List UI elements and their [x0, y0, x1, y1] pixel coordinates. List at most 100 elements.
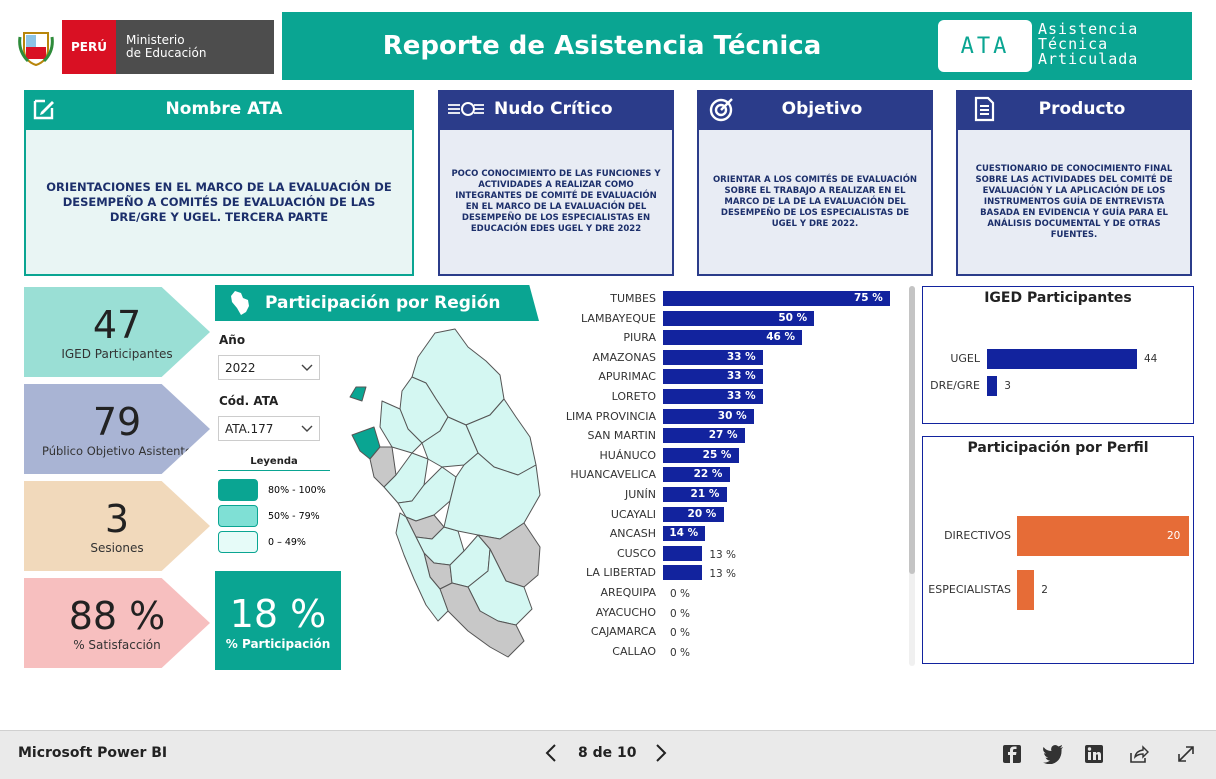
region-bar [663, 447, 739, 463]
participacion-card: 18 % % Participación [215, 571, 341, 670]
card-nombre-title: Nombre ATA [165, 99, 283, 119]
expand-icon[interactable] [1176, 744, 1196, 768]
iged-panel-title: IGED Participantes [984, 290, 1132, 306]
region-bar [663, 291, 890, 306]
region-value-label: 13 % [709, 568, 737, 581]
region-bar [663, 408, 754, 424]
card-objetivo-header: Objetivo [697, 90, 933, 128]
peru-map-icon [215, 290, 265, 316]
perfil-value-label: 2 [1041, 584, 1048, 596]
region-label: TUMBES [610, 292, 656, 305]
peru-label: PERÚ [62, 20, 116, 74]
region-bar [663, 389, 763, 404]
participacion-label: % Participación [225, 636, 331, 651]
region-label: ANCASH [609, 527, 656, 541]
region-title: Participación por Región [265, 293, 501, 313]
facebook-icon[interactable] [1002, 744, 1022, 768]
region-value-label: 0 % [670, 588, 690, 600]
map-region [439, 582, 525, 658]
region-header: Participación por Región [215, 285, 539, 321]
share-icon[interactable] [1128, 744, 1150, 768]
kpi-value: 79 [92, 400, 142, 444]
kpi-value: 47 [92, 303, 142, 347]
page-indicator: 8 de 10 [578, 745, 637, 761]
coat-of-arms-icon [10, 20, 62, 74]
region-value-label: 14 % [669, 527, 699, 540]
legend-swatch [218, 505, 258, 527]
linkedin-icon[interactable] [1084, 744, 1104, 768]
edit-icon [24, 97, 64, 121]
cod-ata-label: Cód. ATA [219, 394, 279, 408]
card-producto-title: Producto [1038, 99, 1126, 119]
region-bar-chart: TUMBES 75 % LAMBAYEQUE 50 % PIURA 46 % AMAZONA… [560, 290, 900, 666]
region-label: CALLAO [612, 644, 656, 658]
kpi-value: 88 % [68, 594, 166, 638]
perfil-bar [1017, 570, 1035, 610]
region-value-label: 33 % [726, 350, 756, 363]
region-value-label: 50 % [778, 311, 808, 324]
card-nudo-body: POCO CONOCIMIENTO DE LAS FUNCIONES Y ACT… [438, 128, 674, 276]
perfil-value-label: 20 [1167, 530, 1181, 542]
kpi-label: Público Objetivo Asistente [41, 444, 193, 458]
region-label: LIMA PROVINCIA [565, 409, 656, 423]
perfil-category-label: ESPECIALISTAS [928, 583, 1011, 596]
region-label: AYACUCHO [595, 605, 656, 619]
region-value-label: 22 % [693, 468, 723, 481]
peru-region-map[interactable] [340, 325, 555, 665]
iged-bar [987, 376, 998, 396]
map-region [395, 512, 449, 622]
card-nudo-header: Nudo Crítico [438, 90, 674, 128]
title-band [282, 12, 1192, 80]
powerbi-brand[interactable]: Microsoft Power BI [18, 745, 168, 761]
cod-ata-dropdown[interactable]: ATA.177 [218, 416, 320, 441]
chevron-right-icon[interactable] [654, 743, 674, 765]
iged-category-label: DRE/GRE [930, 379, 980, 392]
legend-item: 50% - 79% [218, 505, 330, 527]
kpi-value: 3 [104, 497, 130, 541]
kpi-label: Sesiones [90, 541, 144, 555]
region-label: LORETO [611, 390, 656, 403]
card-objetivo-title: Objetivo [781, 99, 863, 119]
region-label: AREQUIPA [600, 586, 656, 599]
region-bar [663, 369, 763, 385]
kpi-label: IGED Participantes [61, 347, 173, 361]
scrollbar-track[interactable] [909, 286, 915, 666]
region-bar [663, 506, 724, 522]
region-value-label: 25 % [702, 448, 732, 461]
scrollbar-thumb[interactable] [909, 286, 915, 574]
region-label: HUANCAVELICA [570, 468, 656, 482]
region-label: UCAYALI [610, 507, 656, 521]
iged-bar [987, 349, 1137, 369]
region-value-label: 0 % [670, 607, 690, 620]
region-label: AMAZONAS [592, 350, 656, 364]
chevron-down-icon [301, 422, 313, 436]
power-bi-footer: Microsoft Power BI 8 de 10 [0, 730, 1216, 779]
perfil-bar-chart: DIRECTIVOS 20 ESPECIALISTAS 2 [923, 456, 1195, 652]
participacion-value: 18 % [229, 591, 327, 636]
region-label: APURIMAC [598, 370, 656, 384]
region-bar [663, 428, 745, 444]
iged-value-label: 3 [1004, 380, 1011, 392]
region-label: HUÁNUCO [599, 448, 656, 462]
map-region [349, 386, 367, 402]
anio-label: Año [219, 333, 246, 347]
region-label: CUSCO [616, 546, 656, 560]
card-nudo-title: Nudo Crítico [494, 99, 613, 119]
region-label: CAJAMARCA [590, 625, 656, 639]
chevron-left-icon[interactable] [544, 743, 564, 765]
region-value-label: 75 % [854, 292, 883, 304]
twitter-icon[interactable] [1042, 744, 1064, 768]
legend-title: Leyenda [218, 456, 330, 471]
region-value-label: 21 % [690, 488, 720, 500]
region-value-label: 13 % [709, 548, 737, 561]
kpi-label: % Satisfacción [73, 638, 161, 652]
anio-dropdown[interactable]: 2022 [218, 355, 320, 380]
region-value-label: 20 % [687, 507, 717, 520]
region-label: LAMBAYEQUE [581, 311, 656, 325]
perfil-panel: Participación por Perfil DIRECTIVOS 20 ESP… [922, 436, 1194, 664]
map-legend: Leyenda 80% - 100% 50% - 79% 0 – 49% [218, 456, 330, 553]
legend-item: 80% - 100% [218, 479, 330, 501]
region-bar [663, 310, 815, 326]
kpi-iged-participantes: 47 IGED Participantes [24, 287, 210, 377]
card-producto-header: Producto [956, 90, 1192, 128]
